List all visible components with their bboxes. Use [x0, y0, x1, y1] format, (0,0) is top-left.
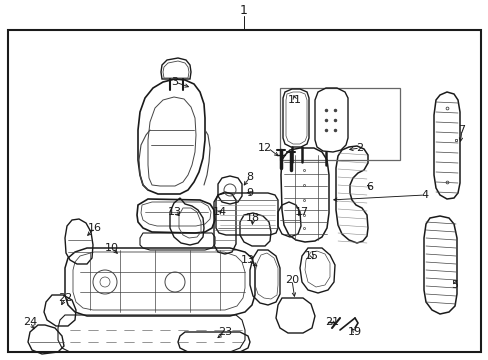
Text: 18: 18	[245, 213, 260, 223]
Text: 15: 15	[305, 251, 318, 261]
Text: 8: 8	[246, 172, 253, 182]
Text: 21: 21	[324, 317, 338, 327]
Text: 13: 13	[168, 207, 182, 217]
Text: 2: 2	[356, 143, 363, 153]
Text: 20: 20	[285, 275, 299, 285]
Bar	[8, 30, 480, 352]
Text: 16: 16	[88, 223, 102, 233]
Text: 23: 23	[218, 327, 232, 337]
Text: 22: 22	[58, 293, 72, 303]
Text: 10: 10	[105, 243, 119, 253]
Text: 9: 9	[246, 188, 253, 198]
Bar	[280, 88, 399, 160]
Text: 6: 6	[366, 182, 373, 192]
Text: 5: 5	[450, 280, 458, 290]
Text: 7: 7	[458, 125, 465, 135]
Text: 3: 3	[171, 77, 178, 87]
Text: 24: 24	[23, 317, 37, 327]
Text: 11: 11	[287, 95, 302, 105]
Text: 19: 19	[347, 327, 361, 337]
Text: 12: 12	[257, 143, 271, 153]
Text: 14: 14	[212, 207, 226, 217]
Text: 1: 1	[240, 4, 247, 17]
Text: 4: 4	[421, 190, 427, 200]
Text: 13: 13	[241, 255, 254, 265]
Text: 17: 17	[294, 207, 308, 217]
